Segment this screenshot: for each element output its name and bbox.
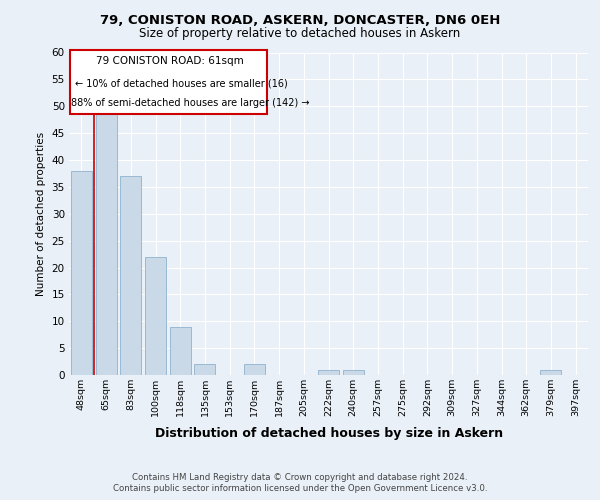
Bar	[145, 257, 166, 375]
Bar	[170, 326, 191, 375]
Text: Distribution of detached houses by size in Askern: Distribution of detached houses by size …	[155, 428, 503, 440]
Bar	[343, 370, 364, 375]
FancyBboxPatch shape	[70, 50, 267, 114]
Text: ← 10% of detached houses are smaller (16): ← 10% of detached houses are smaller (16…	[75, 78, 288, 88]
Text: 88% of semi-detached houses are larger (142) →: 88% of semi-detached houses are larger (…	[71, 98, 310, 108]
Bar	[541, 370, 562, 375]
Bar	[244, 364, 265, 375]
Bar	[120, 176, 141, 375]
Text: Contains public sector information licensed under the Open Government Licence v3: Contains public sector information licen…	[113, 484, 487, 493]
Bar	[95, 106, 116, 375]
Y-axis label: Number of detached properties: Number of detached properties	[36, 132, 46, 296]
Bar	[318, 370, 339, 375]
Text: Contains HM Land Registry data © Crown copyright and database right 2024.: Contains HM Land Registry data © Crown c…	[132, 472, 468, 482]
Text: Size of property relative to detached houses in Askern: Size of property relative to detached ho…	[139, 28, 461, 40]
Text: 79, CONISTON ROAD, ASKERN, DONCASTER, DN6 0EH: 79, CONISTON ROAD, ASKERN, DONCASTER, DN…	[100, 14, 500, 27]
Text: 79 CONISTON ROAD: 61sqm: 79 CONISTON ROAD: 61sqm	[96, 56, 244, 66]
Bar	[71, 171, 92, 375]
Bar	[194, 364, 215, 375]
